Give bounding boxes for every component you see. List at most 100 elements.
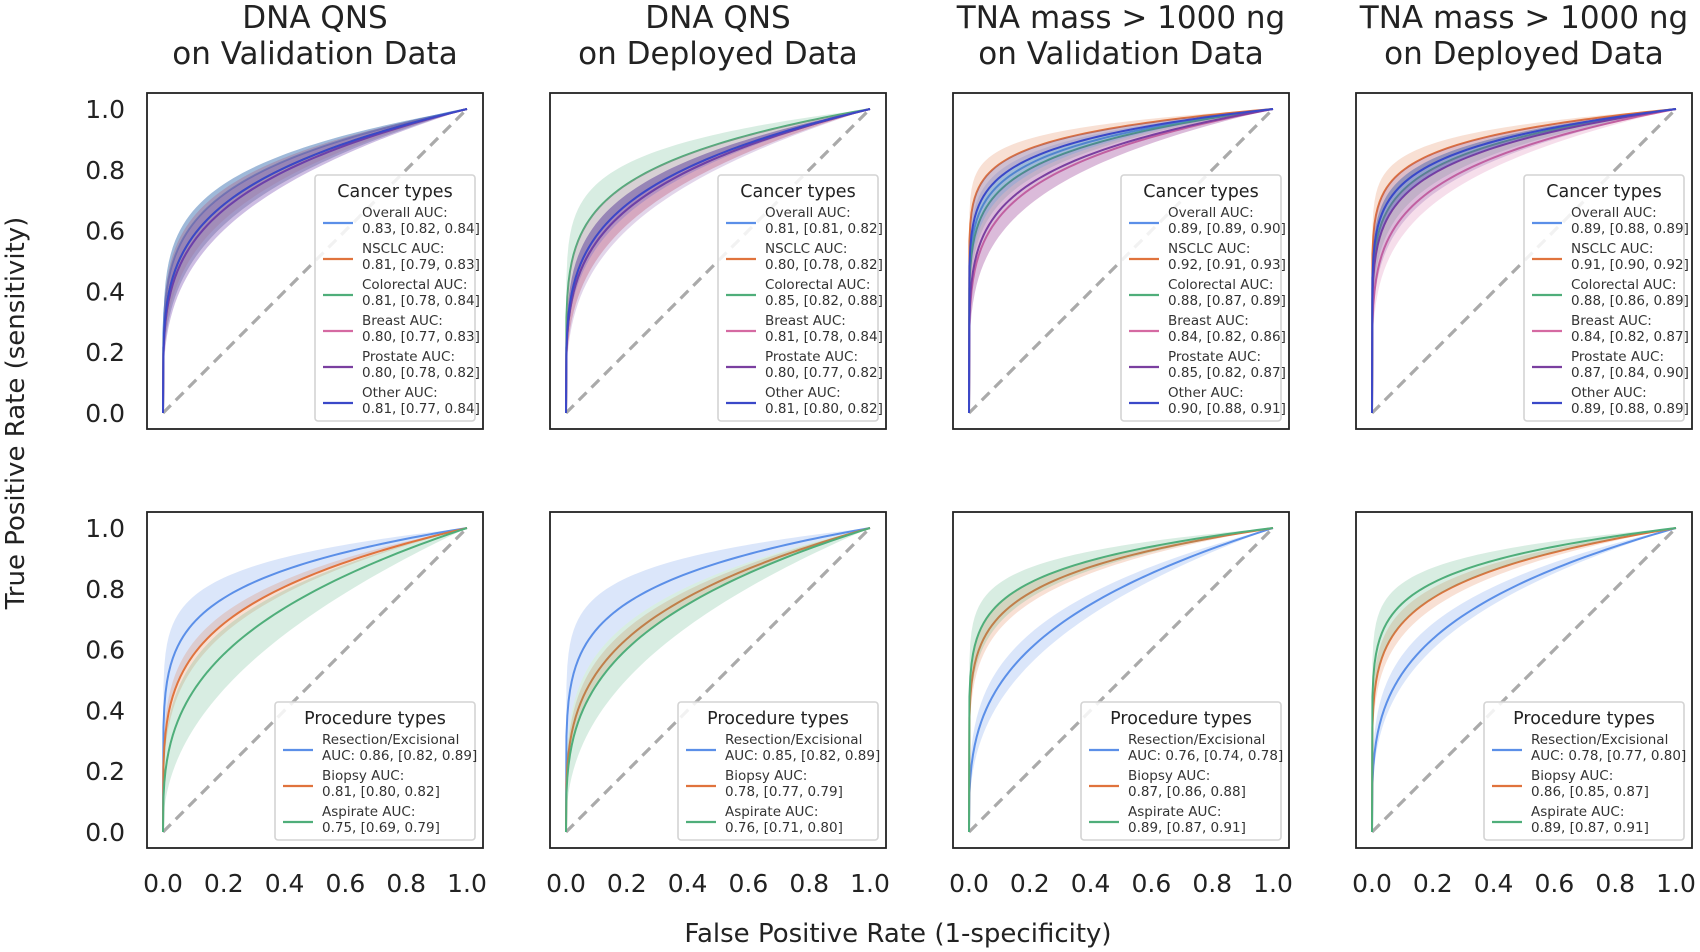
legend-entry-auc: 0.87, [0.84, 0.90] bbox=[1571, 365, 1689, 381]
column-title-2-line-2: on Deployed Data bbox=[578, 36, 858, 72]
roc-curve-colorectal bbox=[565, 108, 871, 414]
legend-entry-label: Biopsy AUC: bbox=[322, 768, 404, 784]
roc-panel-r1c2: Cancer types Overall AUC:0.81, [0.81, 0.8… bbox=[549, 92, 887, 430]
legend-entry-label: Resection/Excisional bbox=[322, 732, 459, 748]
legend-entry-label: Other AUC: bbox=[1168, 385, 1244, 401]
legend-entry-auc: 0.81, [0.80, 0.82] bbox=[765, 401, 883, 417]
figure-x-axis-label: False Positive Rate (1-specificity) bbox=[684, 919, 1111, 949]
legend-entry-label: Prostate AUC: bbox=[1168, 349, 1261, 365]
legend-title: Cancer types bbox=[740, 182, 855, 202]
legend-entry-label: Other AUC: bbox=[1571, 385, 1647, 401]
legend-entry-label: Resection/Excisional bbox=[725, 732, 862, 748]
y-tick-label: 0.2 bbox=[85, 338, 125, 367]
legend-entry-auc: 0.89, [0.88, 0.89] bbox=[1571, 221, 1689, 237]
y-tick-label: 0.4 bbox=[85, 696, 125, 725]
x-tick-label: 0.8 bbox=[1192, 869, 1232, 898]
roc-panel-r2c1: 0.0 0.2 0.4 0.6 0.8 1.0 0.0 0.2 0.4 0.6 0.8 1.0 Proc… bbox=[85, 511, 487, 898]
roc-curve-aspirate bbox=[968, 527, 1274, 833]
roc-curve-resection-excisional bbox=[1371, 527, 1677, 833]
y-tick-label: 0.6 bbox=[85, 636, 125, 665]
x-tick-label: 0.8 bbox=[386, 869, 426, 898]
roc-curve-biopsy bbox=[968, 527, 1274, 833]
legend-box bbox=[677, 701, 879, 841]
figure-y-axis-label: True Positive Rate (sensitivity) bbox=[1, 217, 31, 611]
x-tick-label: 0.4 bbox=[265, 869, 305, 898]
legend-entry-label: Aspirate AUC: bbox=[1531, 804, 1624, 820]
y-tick-label: 0.6 bbox=[85, 217, 125, 246]
legend-entry-label: Prostate AUC: bbox=[362, 349, 455, 365]
legend-box bbox=[1523, 174, 1685, 422]
legend-entry-label: Resection/Excisional bbox=[1531, 732, 1668, 748]
legend-entry-label: Breast AUC: bbox=[1168, 313, 1249, 329]
roc-ci-band-prostate bbox=[566, 109, 870, 413]
legend-entry-auc: AUC: 0.86, [0.82, 0.89] bbox=[322, 748, 477, 764]
legend-box bbox=[1080, 701, 1282, 841]
y-tick-label: 0.4 bbox=[85, 277, 125, 306]
roc-curve-resection-excisional bbox=[968, 527, 1274, 833]
roc-curve-resection-excisional bbox=[162, 527, 468, 833]
x-tick-label: 0.6 bbox=[1132, 869, 1172, 898]
legend-entry-auc: 0.80, [0.77, 0.82] bbox=[765, 365, 883, 381]
legend-entry-label: Biopsy AUC: bbox=[1531, 768, 1613, 784]
legend-entry-label: Overall AUC: bbox=[765, 205, 851, 221]
roc-ci-band-biopsy bbox=[163, 528, 467, 832]
roc-curve-prostate bbox=[968, 108, 1274, 414]
legend-entry-label: Overall AUC: bbox=[1168, 205, 1254, 221]
legend-entry-auc: 0.85, [0.82, 0.87] bbox=[1168, 365, 1286, 381]
roc-panel-r1c3: Cancer types Overall AUC:0.89, [0.89, 0.9… bbox=[952, 92, 1290, 430]
roc-curve-nsclc bbox=[968, 108, 1274, 414]
roc-ci-band-nsclc bbox=[566, 109, 870, 413]
x-tick-label: 0.4 bbox=[1474, 869, 1514, 898]
y-tick-label: 0.8 bbox=[85, 575, 125, 604]
column-title-1-line-2: on Validation Data bbox=[172, 36, 457, 72]
legend-entry-label: Breast AUC: bbox=[362, 313, 443, 329]
roc-curve-overall bbox=[162, 108, 468, 414]
legend-entry-auc: 0.81, [0.78, 0.84] bbox=[362, 293, 480, 309]
legend-entry-auc: 0.78, [0.77, 0.79] bbox=[725, 784, 843, 800]
x-tick-label: 1.0 bbox=[850, 869, 890, 898]
legend-title: Cancer types bbox=[337, 182, 452, 202]
legend-title: Cancer types bbox=[1143, 182, 1258, 202]
x-tick-label: 0.2 bbox=[1010, 869, 1050, 898]
legend-entry-label: Colorectal AUC: bbox=[765, 277, 870, 293]
legend-entry-auc: 0.81, [0.81, 0.82] bbox=[765, 221, 883, 237]
y-tick-label: 1.0 bbox=[85, 95, 125, 124]
roc-curve-colorectal bbox=[1371, 108, 1677, 414]
x-tick-label: 0.2 bbox=[204, 869, 244, 898]
legend-entry-auc: 0.80, [0.78, 0.82] bbox=[362, 365, 480, 381]
roc-curve-biopsy bbox=[162, 527, 468, 833]
x-tick-label: 1.0 bbox=[1656, 869, 1696, 898]
roc-curve-other bbox=[968, 108, 1274, 414]
legend-entry-auc: 0.85, [0.82, 0.88] bbox=[765, 293, 883, 309]
x-tick-label: 1.0 bbox=[447, 869, 487, 898]
legend-entry-auc: 0.75, [0.69, 0.79] bbox=[322, 820, 440, 836]
legend-entry-auc: 0.81, [0.78, 0.84] bbox=[765, 329, 883, 345]
roc-curve-aspirate bbox=[565, 527, 871, 833]
legend-entry-auc: 0.84, [0.82, 0.86] bbox=[1168, 329, 1286, 345]
roc-ci-band-nsclc bbox=[163, 109, 467, 413]
roc-panel-r1c1: 0.0 0.2 0.4 0.6 0.8 1.0 Cancer types Overall AU… bbox=[85, 92, 484, 430]
roc-curve-nsclc bbox=[1371, 108, 1677, 414]
column-title-3-line-1: TNA mass > 1000 ng bbox=[956, 0, 1285, 36]
column-title-2-line-1: DNA QNS bbox=[645, 0, 790, 36]
roc-ci-band-overall bbox=[566, 109, 870, 413]
legend-title: Procedure types bbox=[707, 709, 849, 729]
legend-entry-label: Aspirate AUC: bbox=[322, 804, 415, 820]
roc-ci-band-prostate bbox=[969, 109, 1273, 413]
x-tick-label: 0.6 bbox=[729, 869, 769, 898]
legend-entry-label: NSCLC AUC: bbox=[1168, 241, 1250, 257]
x-tick-label: 0.0 bbox=[143, 869, 183, 898]
column-title-4-line-2: on Deployed Data bbox=[1384, 36, 1664, 72]
legend-entry-auc: 0.80, [0.78, 0.82] bbox=[765, 257, 883, 273]
legend-title: Procedure types bbox=[1513, 709, 1655, 729]
roc-ci-band-prostate bbox=[163, 109, 467, 413]
legend-entry-label: Overall AUC: bbox=[362, 205, 448, 221]
legend-entry-auc: 0.81, [0.79, 0.83] bbox=[362, 257, 480, 273]
roc-curve-colorectal bbox=[968, 108, 1274, 414]
roc-panel-r2c2: 0.0 0.2 0.4 0.6 0.8 1.0 Procedure types Resecti… bbox=[546, 511, 890, 898]
legend-entry-auc: 0.83, [0.82, 0.84] bbox=[362, 221, 480, 237]
legend-entry-label: Colorectal AUC: bbox=[1168, 277, 1273, 293]
x-tick-label: 0.4 bbox=[1071, 869, 1111, 898]
roc-ci-band-other bbox=[163, 109, 467, 413]
